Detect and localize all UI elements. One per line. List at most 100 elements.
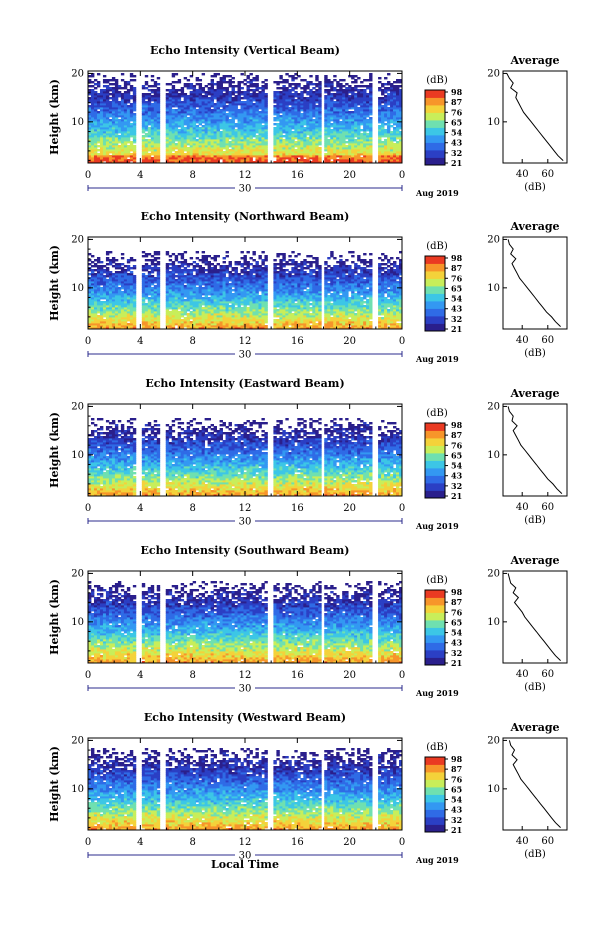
date-label: Aug 2019 bbox=[415, 855, 459, 865]
colorbar-segment bbox=[425, 597, 445, 606]
colorbar-tick-label: 21 bbox=[451, 658, 462, 668]
y-tick-label: 20 bbox=[71, 735, 84, 746]
heatmap bbox=[88, 251, 403, 330]
colorbar-tick-label: 65 bbox=[451, 784, 462, 794]
colorbar-segment bbox=[425, 635, 445, 643]
colorbar-segment bbox=[425, 612, 445, 621]
profile-title: Average bbox=[509, 220, 559, 233]
heatmap bbox=[88, 748, 403, 831]
colorbar-unit: (dB) bbox=[426, 75, 448, 86]
colorbar-segment bbox=[425, 150, 445, 158]
profile-frame bbox=[502, 403, 568, 497]
panel-1: Echo Intensity (Vertical Beam) 20 10 Height… bbox=[48, 44, 568, 198]
colorbar-tick-label: 32 bbox=[451, 815, 462, 825]
colorbar-segment bbox=[425, 794, 445, 803]
profile-x-tick-label: 60 bbox=[541, 169, 554, 180]
chart-title: Echo Intensity (Eastward Beam) bbox=[145, 377, 344, 390]
chart-title: Echo Intensity (Westward Beam) bbox=[144, 711, 346, 724]
x-tick-label: 16 bbox=[291, 170, 304, 181]
colorbar-segment bbox=[425, 605, 445, 613]
x-tick-label: 20 bbox=[343, 503, 356, 514]
profile-y-tick-label: 20 bbox=[487, 735, 500, 746]
x-tick-label: 20 bbox=[343, 837, 356, 848]
colorbar-tick-label: 76 bbox=[451, 774, 463, 784]
average-profile: Average 20 10 40 60 (dB) bbox=[487, 220, 568, 359]
profile-x-label: (dB) bbox=[524, 515, 546, 526]
colorbar-segment bbox=[425, 90, 445, 98]
x-tick-label: 4 bbox=[137, 170, 143, 181]
profile-x-tick-label: 40 bbox=[516, 502, 529, 513]
x-tick-label: 12 bbox=[239, 336, 252, 347]
profile-x-tick-label: 60 bbox=[541, 335, 554, 346]
profile-line bbox=[506, 73, 564, 161]
x-tick-label: 8 bbox=[189, 503, 195, 514]
profile-y-tick-label: 10 bbox=[487, 450, 500, 461]
colorbar-segment bbox=[425, 316, 445, 324]
heatmap bbox=[88, 581, 403, 664]
date-day: 30 bbox=[239, 684, 252, 695]
colorbar-tick-label: 76 bbox=[451, 607, 463, 617]
colorbar-segment bbox=[425, 423, 445, 431]
colorbar-tick-label: 54 bbox=[451, 294, 463, 304]
profile-title: Average bbox=[509, 554, 559, 567]
profile-frame bbox=[502, 236, 568, 330]
x-tick-label: 16 bbox=[291, 670, 304, 681]
colorbar-segment bbox=[425, 779, 445, 788]
colorbar-segment bbox=[425, 286, 445, 294]
profile-x-label: (dB) bbox=[524, 682, 546, 693]
y-axis-label: Height (km) bbox=[48, 245, 61, 321]
average-profile: Average 20 10 40 60 (dB) bbox=[487, 54, 568, 193]
colorbar-segment bbox=[425, 157, 445, 166]
y-tick-label: 20 bbox=[71, 401, 84, 412]
x-axis-label: Local Time bbox=[211, 858, 279, 871]
colorbar-tick-label: 32 bbox=[451, 648, 462, 658]
heatmap bbox=[88, 73, 403, 164]
profile-x-tick-label: 60 bbox=[541, 669, 554, 680]
colorbar-tick-label: 87 bbox=[451, 263, 462, 273]
profile-title: Average bbox=[509, 387, 559, 400]
average-profile: Average 20 10 40 60 (dB) bbox=[487, 554, 568, 693]
colorbar-segment bbox=[425, 142, 445, 151]
x-tick-label: 4 bbox=[137, 503, 143, 514]
x-tick-label: 8 bbox=[189, 670, 195, 681]
colorbar-segment bbox=[425, 323, 445, 332]
profile-line bbox=[508, 740, 561, 828]
y-tick-label: 20 bbox=[71, 568, 84, 579]
panel-3: Echo Intensity (Eastward Beam) 20 10 Height… bbox=[48, 377, 568, 531]
colorbar-tick-label: 54 bbox=[451, 461, 463, 471]
colorbar-tick-label: 43 bbox=[451, 638, 463, 648]
chart-title: Echo Intensity (Vertical Beam) bbox=[150, 44, 340, 57]
y-tick-label: 20 bbox=[71, 68, 84, 79]
colorbar-tick-label: 98 bbox=[451, 253, 463, 263]
x-tick-label: 12 bbox=[239, 670, 252, 681]
colorbar-tick-label: 54 bbox=[451, 795, 463, 805]
date-label: Aug 2019 bbox=[415, 188, 459, 198]
date-label: Aug 2019 bbox=[415, 521, 459, 531]
panel-4: Echo Intensity (Southward Beam) 20 10 Heigh… bbox=[48, 544, 568, 698]
x-tick-label: 0 bbox=[85, 336, 91, 347]
colorbar-segment bbox=[425, 757, 445, 765]
profile-x-label: (dB) bbox=[524, 849, 546, 860]
x-tick-label: 0 bbox=[399, 670, 405, 681]
profile-line bbox=[507, 239, 561, 327]
x-tick-label: 12 bbox=[239, 837, 252, 848]
colorbar-tick-label: 32 bbox=[451, 481, 462, 491]
colorbar-tick-label: 54 bbox=[451, 628, 463, 638]
date-day: 30 bbox=[239, 350, 252, 361]
x-tick-label: 0 bbox=[399, 503, 405, 514]
colorbar-tick-label: 43 bbox=[451, 471, 463, 481]
profile-x-label: (dB) bbox=[524, 182, 546, 193]
profile-y-tick-label: 10 bbox=[487, 117, 500, 128]
colorbar-segment bbox=[425, 112, 445, 121]
colorbar-segment bbox=[425, 460, 445, 469]
x-tick-label: 0 bbox=[85, 170, 91, 181]
x-tick-label: 4 bbox=[137, 336, 143, 347]
colorbar-frame bbox=[424, 89, 446, 166]
x-tick-label: 12 bbox=[239, 503, 252, 514]
x-tick-label: 16 bbox=[291, 336, 304, 347]
colorbar-tick-label: 87 bbox=[451, 430, 462, 440]
profile-x-tick-label: 40 bbox=[516, 169, 529, 180]
y-axis-label: Height (km) bbox=[48, 746, 61, 822]
colorbar-segment bbox=[425, 627, 445, 636]
